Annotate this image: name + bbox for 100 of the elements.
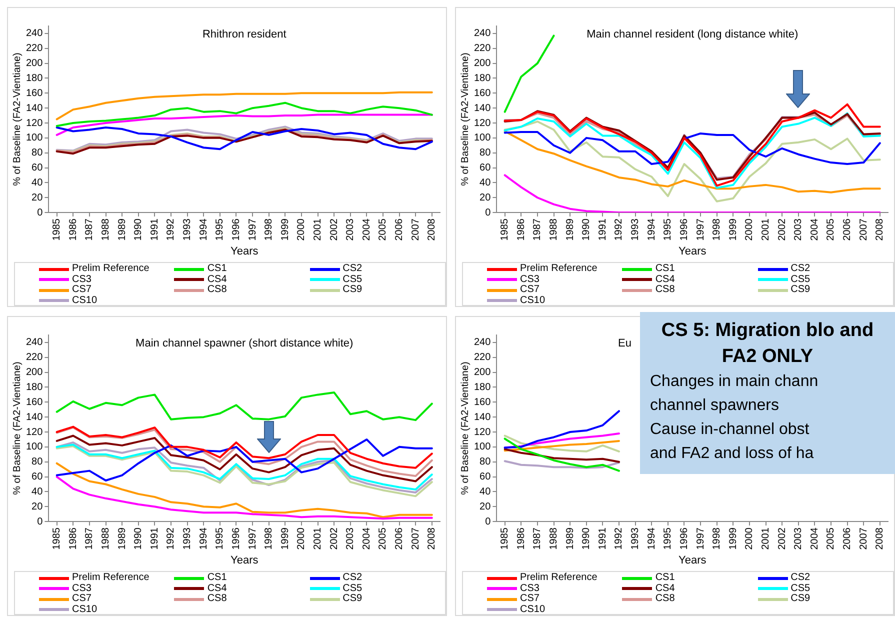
legend-label: CS9 (342, 284, 362, 296)
x-tick-label: 2003 (345, 218, 356, 241)
y-tick-label: 240 (26, 28, 44, 40)
legend-label: CS3 (72, 274, 92, 285)
legend-label: CS10 (72, 604, 98, 615)
x-tick-label: 1990 (581, 527, 592, 550)
y-axis-title: % of Baseline (FA2-Vientiane) (12, 52, 23, 186)
x-tick-label: 1991 (597, 527, 608, 550)
legend-label: CS7 (520, 284, 540, 296)
x-tick-label: 2003 (793, 527, 804, 550)
y-tick-label: 200 (26, 58, 44, 70)
x-tick-label: 1996 (678, 527, 690, 550)
x-tick-label: 1993 (182, 527, 194, 550)
y-tick-label: 200 (474, 367, 492, 378)
legend-label: CS2 (342, 572, 362, 584)
x-tick-label: 2007 (858, 527, 870, 550)
y-tick-label: 120 (474, 118, 492, 129)
x-tick-label: 1998 (264, 527, 275, 550)
x-tick-label: 1986 (516, 527, 527, 550)
x-tick-label: 2006 (394, 218, 406, 241)
x-tick-label: 1999 (280, 527, 291, 550)
x-tick-label: 2005 (378, 218, 389, 241)
legend-label: CS8 (207, 593, 227, 604)
x-tick-label: 1990 (133, 527, 144, 550)
x-tick-label: 1987 (532, 527, 544, 550)
y-tick-label: 100 (26, 132, 44, 144)
y-tick-label: 40 (32, 486, 44, 498)
y-tick-label: 0 (37, 207, 44, 218)
x-tick-label: 1987 (532, 218, 544, 241)
y-tick-label: 80 (32, 456, 44, 468)
y-tick-label: 160 (474, 88, 492, 99)
x-tick-label: 1994 (646, 527, 658, 550)
x-tick-label: 1992 (166, 218, 177, 241)
y-tick-label: 120 (26, 426, 44, 438)
x-tick-label: 1986 (68, 527, 79, 550)
x-tick-label: 2002 (776, 218, 788, 241)
x-tick-label: 2007 (410, 218, 422, 241)
y-tick-label: 240 (474, 337, 492, 348)
x-tick-label: 1989 (564, 218, 576, 241)
x-tick-label: 2008 (426, 218, 438, 241)
x-tick-label: 1989 (116, 218, 128, 241)
x-axis-title: Years (678, 245, 707, 258)
annotation: Cause in-channel obst (650, 420, 810, 440)
legend-label: CS9 (790, 284, 810, 296)
x-tick-label: 1985 (500, 527, 511, 550)
legend-label: CS1 (207, 263, 227, 274)
y-tick-label: 0 (37, 516, 44, 528)
x-tick-label: 2004 (809, 527, 820, 550)
legend-label: CS9 (342, 593, 362, 604)
y-axis-title: % of Baseline (FA2-Vientiane) (12, 362, 23, 495)
x-tick-label: 2004 (361, 218, 372, 241)
text: CS 5: Migration blo and FA2 ONLY (660, 319, 875, 369)
x-tick-label: 2004 (361, 527, 372, 550)
x-axis-title: Years (678, 554, 707, 566)
x-tick-label: 1993 (182, 218, 194, 241)
x-tick-label: 2007 (410, 527, 422, 550)
chart-title: Main channel resident (long distance white) (586, 28, 798, 41)
y-tick-label: 80 (480, 456, 492, 468)
x-tick-label: 1989 (116, 527, 128, 550)
y-tick-label: 140 (474, 412, 492, 423)
y-tick-label: 140 (474, 102, 492, 114)
x-tick-label: 1986 (68, 218, 79, 241)
chart-title: Rhithron resident (202, 28, 286, 41)
y-tick-label: 20 (32, 192, 44, 204)
x-tick-label: 1989 (564, 527, 576, 550)
x-tick-label: 1987 (84, 527, 96, 550)
y-tick-label: 60 (32, 472, 44, 483)
x-tick-label: 2008 (874, 527, 886, 550)
x-tick-label: 1996 (230, 527, 242, 550)
x-tick-label: 2008 (426, 527, 438, 550)
y-tick-label: 200 (474, 58, 492, 70)
y-tick-label: 20 (32, 501, 44, 512)
x-tick-label: 1995 (214, 527, 226, 550)
x-tick-label: 2002 (328, 527, 340, 550)
x-tick-label: 1997 (247, 218, 258, 241)
x-tick-label: 2005 (826, 527, 837, 550)
legend-label: CS4 (207, 582, 227, 594)
x-axis-title: Years (230, 554, 259, 566)
legend-label: CS5 (342, 274, 362, 285)
y-tick-label: 140 (26, 102, 44, 114)
legend-label: Prelim Reference (520, 263, 598, 274)
y-tick-label: 60 (480, 162, 492, 174)
x-tick-label: 2006 (842, 527, 854, 550)
y-tick-label: 200 (26, 367, 44, 378)
y-tick-label: 120 (26, 118, 44, 129)
legend-label: Prelim Reference (520, 572, 598, 584)
annotation: channel spawners (650, 396, 780, 416)
x-tick-label: 2007 (858, 218, 870, 241)
y-tick-label: 80 (480, 148, 492, 159)
y-tick-label: 60 (480, 472, 492, 483)
legend-label: CS9 (790, 593, 810, 604)
legend-label: CS5 (790, 274, 810, 285)
x-tick-label: 1985 (52, 527, 63, 550)
x-tick-label: 1992 (614, 527, 625, 550)
y-tick-label: 100 (474, 132, 492, 144)
legend-label: CS2 (790, 572, 810, 584)
y-tick-label: 220 (474, 43, 492, 54)
legend-label: CS4 (655, 274, 675, 285)
annotation: and FA2 and loss of ha (650, 444, 815, 464)
annotation: Changes in main chann (650, 372, 820, 392)
